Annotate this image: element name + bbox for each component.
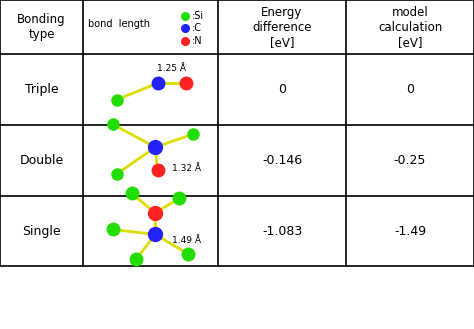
Text: Double: Double (19, 154, 64, 167)
Text: Triple: Triple (25, 83, 58, 96)
Text: :N: :N (192, 36, 202, 46)
Text: -1.083: -1.083 (262, 225, 302, 238)
Text: 1.49 Å: 1.49 Å (172, 237, 201, 245)
Text: :Si: :Si (192, 11, 204, 21)
Text: model
calculation
[eV]: model calculation [eV] (378, 6, 442, 49)
Text: -0.146: -0.146 (262, 154, 302, 167)
Text: -1.49: -1.49 (394, 225, 426, 238)
Text: Single: Single (22, 225, 61, 238)
Text: 0: 0 (406, 83, 414, 96)
Text: Bonding
type: Bonding type (17, 13, 66, 41)
Text: bond  length: bond length (88, 19, 150, 29)
Bar (0, 0, 474, 266)
Text: 0: 0 (278, 83, 286, 96)
Text: Energy
difference
[eV]: Energy difference [eV] (252, 6, 312, 49)
Text: 1.32 Å: 1.32 Å (172, 164, 201, 173)
Text: -0.25: -0.25 (394, 154, 426, 167)
Text: 1.25 Å: 1.25 Å (157, 64, 186, 73)
Text: :C: :C (192, 23, 202, 33)
